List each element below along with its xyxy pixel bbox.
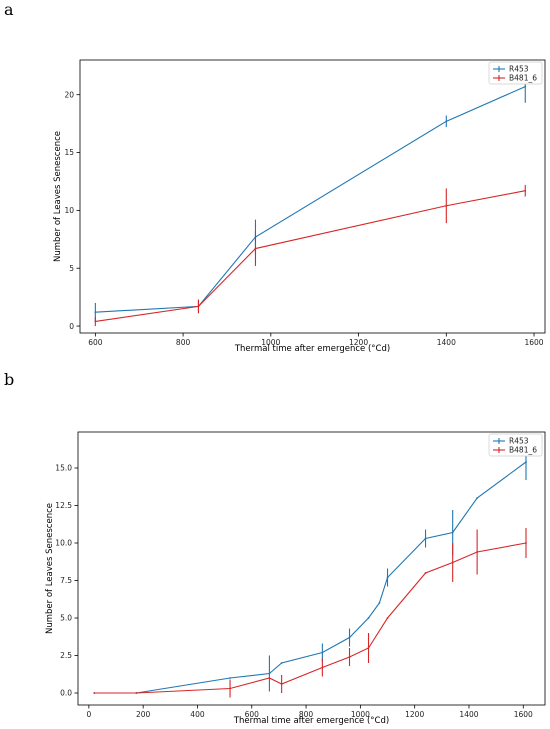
data-point bbox=[451, 561, 454, 564]
panel-label-b: b bbox=[4, 370, 15, 389]
x-tick-label: 1600 bbox=[514, 710, 533, 719]
x-tick-label: 800 bbox=[299, 710, 314, 719]
chart-a: 600 800 1000 1200 1400 1600 0 5 10 15 20 Thermal ti… bbox=[53, 59, 546, 354]
data-point bbox=[451, 531, 454, 534]
y-tick-label: 5.0 bbox=[60, 614, 72, 623]
data-point bbox=[280, 662, 283, 664]
legend-entry-label: B481_6 bbox=[509, 74, 537, 83]
y-tick-label: 10.0 bbox=[55, 539, 72, 548]
x-axis-label: Thermal time after emergence (°Cd) bbox=[234, 344, 390, 354]
x-tick-label: 400 bbox=[190, 710, 205, 719]
data-point bbox=[94, 311, 97, 314]
data-point bbox=[367, 647, 370, 649]
data-point bbox=[280, 683, 283, 685]
data-point bbox=[524, 189, 527, 192]
y-tick-label: 10 bbox=[64, 206, 74, 215]
series-R453 bbox=[94, 70, 527, 322]
series-B481_6 bbox=[94, 184, 527, 327]
data-point bbox=[445, 120, 448, 123]
data-point bbox=[386, 576, 389, 579]
y-axis-label: Number of Leaves Senescence bbox=[53, 131, 63, 262]
data-point bbox=[321, 651, 324, 654]
x-tick-label: 1400 bbox=[459, 710, 478, 719]
data-point bbox=[268, 672, 271, 675]
data-point bbox=[386, 617, 389, 619]
data-point bbox=[94, 320, 97, 323]
y-axis-label: Number of Leaves Senescence bbox=[45, 503, 55, 634]
data-point bbox=[525, 461, 527, 463]
legend-entry-label: R453 bbox=[509, 65, 529, 74]
legend-entry-label: B481_6 bbox=[509, 446, 537, 455]
y-tick-label: 15 bbox=[64, 148, 74, 157]
data-point bbox=[254, 247, 257, 250]
x-tick-label: 1000 bbox=[351, 710, 370, 719]
x-tick-label: 600 bbox=[88, 338, 103, 347]
x-axis-label: Thermal time after emergence (°Cd) bbox=[233, 716, 389, 726]
series-line-R453 bbox=[94, 461, 527, 694]
x-tick-label: 200 bbox=[136, 710, 151, 719]
x-tick-label: 1200 bbox=[349, 338, 368, 347]
data-point bbox=[348, 656, 351, 658]
y-tick-label: 15.0 bbox=[55, 464, 72, 473]
y-tick-label: 0 bbox=[69, 322, 74, 331]
y-tick-label: 12.5 bbox=[55, 501, 72, 510]
x-tick-label: 1400 bbox=[437, 338, 456, 347]
y-tick-label: 7.5 bbox=[60, 576, 72, 585]
series-line-R453 bbox=[95, 86, 526, 313]
data-point bbox=[476, 551, 479, 553]
x-tick-label: 1000 bbox=[261, 338, 280, 347]
data-point bbox=[348, 636, 351, 639]
data-point bbox=[445, 204, 448, 207]
x-tick-label: 600 bbox=[245, 710, 260, 719]
series-B481_6 bbox=[93, 528, 527, 698]
data-point bbox=[321, 666, 324, 669]
data-point bbox=[525, 542, 527, 544]
y-tick-label: 2.5 bbox=[60, 651, 72, 660]
series-line-B481_6 bbox=[94, 542, 527, 694]
data-point bbox=[268, 677, 271, 679]
plot-frame bbox=[79, 59, 546, 334]
data-point bbox=[524, 85, 527, 88]
data-point bbox=[378, 602, 381, 604]
data-point bbox=[424, 537, 427, 540]
series-line-B481_6 bbox=[95, 190, 526, 322]
x-tick-label: 0 bbox=[86, 710, 91, 719]
y-tick-label: 5 bbox=[69, 264, 74, 273]
chart-b: 0 200 400 600 800 1000 1200 1400 1600 0.0 2.5 5.0 7.… bbox=[45, 431, 546, 726]
y-tick-label: 20 bbox=[64, 90, 74, 99]
legend-entry-label: R453 bbox=[509, 437, 529, 446]
data-point bbox=[476, 497, 479, 499]
plot-frame bbox=[77, 431, 546, 706]
x-tick-label: 800 bbox=[176, 338, 191, 347]
data-point bbox=[367, 617, 370, 619]
x-tick-label: 1200 bbox=[405, 710, 424, 719]
data-point bbox=[424, 572, 427, 574]
x-tick-label: 1600 bbox=[524, 338, 543, 347]
y-tick-label: 0.0 bbox=[60, 689, 72, 698]
data-point bbox=[229, 687, 231, 690]
series-R453 bbox=[93, 444, 527, 694]
data-point bbox=[93, 692, 96, 694]
panel-label-a: a bbox=[4, 0, 14, 19]
data-point bbox=[229, 677, 231, 679]
data-point bbox=[135, 692, 138, 694]
data-point bbox=[197, 305, 200, 308]
